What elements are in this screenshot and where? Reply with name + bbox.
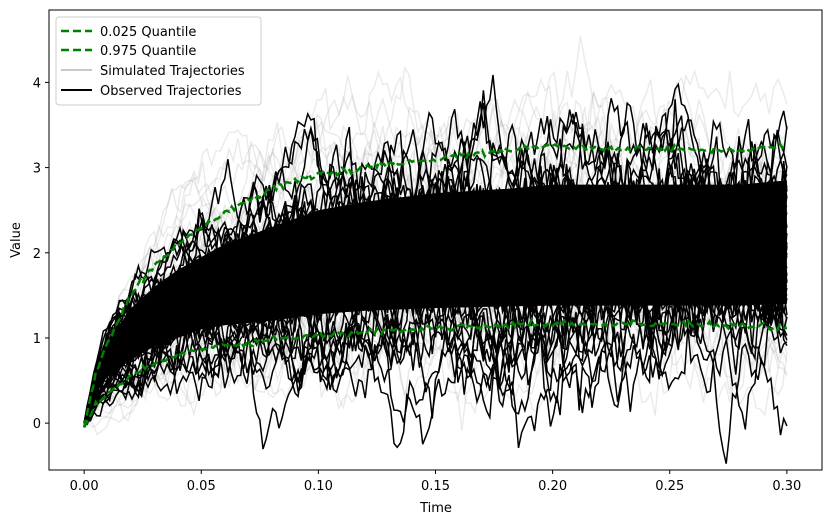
quantile-line-025 [83,316,788,429]
simulated-trajectory [83,76,788,424]
legend-label-observed: Observed Trajectories [100,84,242,99]
x-tick-label: 0.05 [187,479,216,494]
x-tick-label: 0.00 [70,479,99,494]
observed-trajectory [83,115,788,424]
observed-trajectory [83,110,788,424]
observed-trajectory [83,209,788,427]
observed-trajectory [83,174,788,424]
x-tick-label: 0.20 [538,479,567,494]
observed-trajectory [83,167,788,424]
observed-trajectory [83,236,788,450]
x-axis-label: Time [419,501,452,516]
x-tick-label: 0.25 [655,479,684,494]
x-tick-label: 0.30 [772,479,801,494]
legend: 0.025 Quantile 0.975 Quantile Simulated … [55,16,262,106]
y-tick-label: 0 [33,417,41,432]
observed-trajectory [83,259,788,424]
axes: 0.00 0.05 0.10 0.15 0.20 0.25 0.30 0 1 2 3 4 [33,9,823,494]
quantile-line-975 [82,141,788,428]
y-tick-label: 3 [33,162,41,177]
observed-trajectory [83,227,788,424]
y-tick-label: 4 [33,76,41,91]
y-tick-label: 1 [33,332,41,347]
x-tick-label: 0.15 [421,479,450,494]
plot-area [82,35,788,464]
observed-trajectory [83,90,788,424]
legend-label-q025: 0.025 Quantile [100,25,196,40]
observed-trajectory [83,216,788,424]
x-tick-label: 0.10 [304,479,333,494]
y-tick-label: 2 [33,247,41,262]
legend-label-q975: 0.975 Quantile [100,44,196,59]
observed-trajectory [83,82,788,424]
observed-trajectory [83,267,788,464]
observed-trajectories [83,74,788,464]
observed-trajectory [83,213,788,430]
legend-box [55,16,262,106]
legend-label-simulated: Simulated Trajectories [100,64,245,79]
observed-trajectory [83,99,788,424]
y-axis-label: Value [9,222,24,258]
observed-trajectory [83,237,788,426]
observed-trajectory [83,101,788,424]
simulated-trajectory [83,35,788,424]
